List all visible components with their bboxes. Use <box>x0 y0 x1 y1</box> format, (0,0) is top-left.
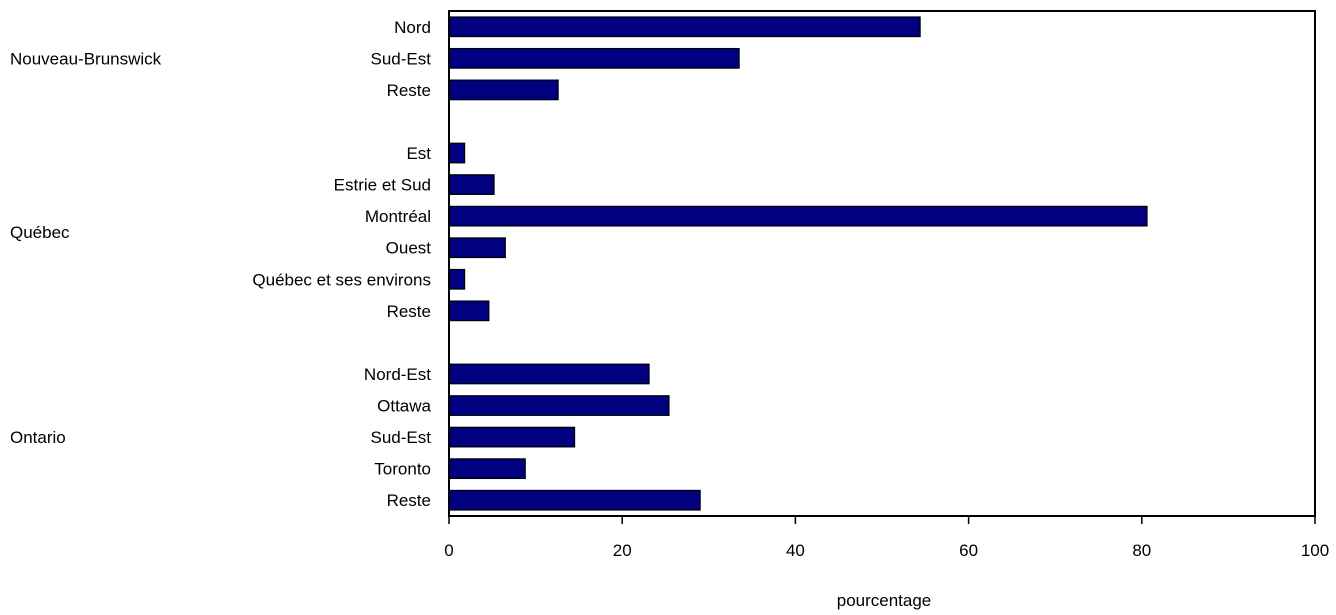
group-label: Québec <box>10 223 70 242</box>
x-axis: 0 20 40 60 80 100 <box>444 516 1329 560</box>
bar <box>448 363 650 385</box>
category-label: Ouest <box>386 239 432 258</box>
category-label: Québec et ses environs <box>252 270 431 289</box>
bar <box>448 16 921 38</box>
bar <box>448 47 740 69</box>
category-label: Est <box>406 144 431 163</box>
x-axis-title: pourcentage <box>837 591 932 610</box>
x-tick-label: 60 <box>959 541 978 560</box>
category-labels: Nord Sud-Est Reste Est Estrie et Sud Montréal… <box>252 18 431 510</box>
bar <box>448 268 466 290</box>
plot-area-frame <box>448 10 1316 517</box>
x-tick-label: 0 <box>444 541 453 560</box>
category-label: Montréal <box>365 207 431 226</box>
bars-layer <box>448 16 1148 511</box>
bar <box>448 174 495 195</box>
bar <box>448 79 559 101</box>
bar <box>448 300 490 322</box>
bar <box>448 142 466 164</box>
bar <box>448 205 1148 227</box>
bar <box>448 237 506 259</box>
group-labels: Nouveau-Brunswick Québec Ontario <box>10 49 162 447</box>
category-label: Reste <box>387 81 431 100</box>
x-tick-label: 80 <box>1132 541 1151 560</box>
category-label: Ottawa <box>377 397 431 416</box>
group-label: Ontario <box>10 428 66 447</box>
category-label: Nord-Est <box>364 365 431 384</box>
category-label: Reste <box>387 302 431 321</box>
bar <box>448 426 576 448</box>
category-label: Sud-Est <box>371 49 432 68</box>
category-label: Sud-Est <box>371 428 432 447</box>
category-label: Toronto <box>374 460 431 479</box>
x-tick-label: 100 <box>1301 541 1329 560</box>
group-label: Nouveau-Brunswick <box>10 49 162 68</box>
category-label: Estrie et Sud <box>334 176 431 195</box>
category-label: Nord <box>394 18 431 37</box>
bar <box>448 489 701 511</box>
bar <box>448 458 526 480</box>
bar <box>448 395 670 416</box>
x-tick-label: 40 <box>786 541 805 560</box>
category-label: Reste <box>387 491 431 510</box>
x-tick-label: 20 <box>613 541 632 560</box>
